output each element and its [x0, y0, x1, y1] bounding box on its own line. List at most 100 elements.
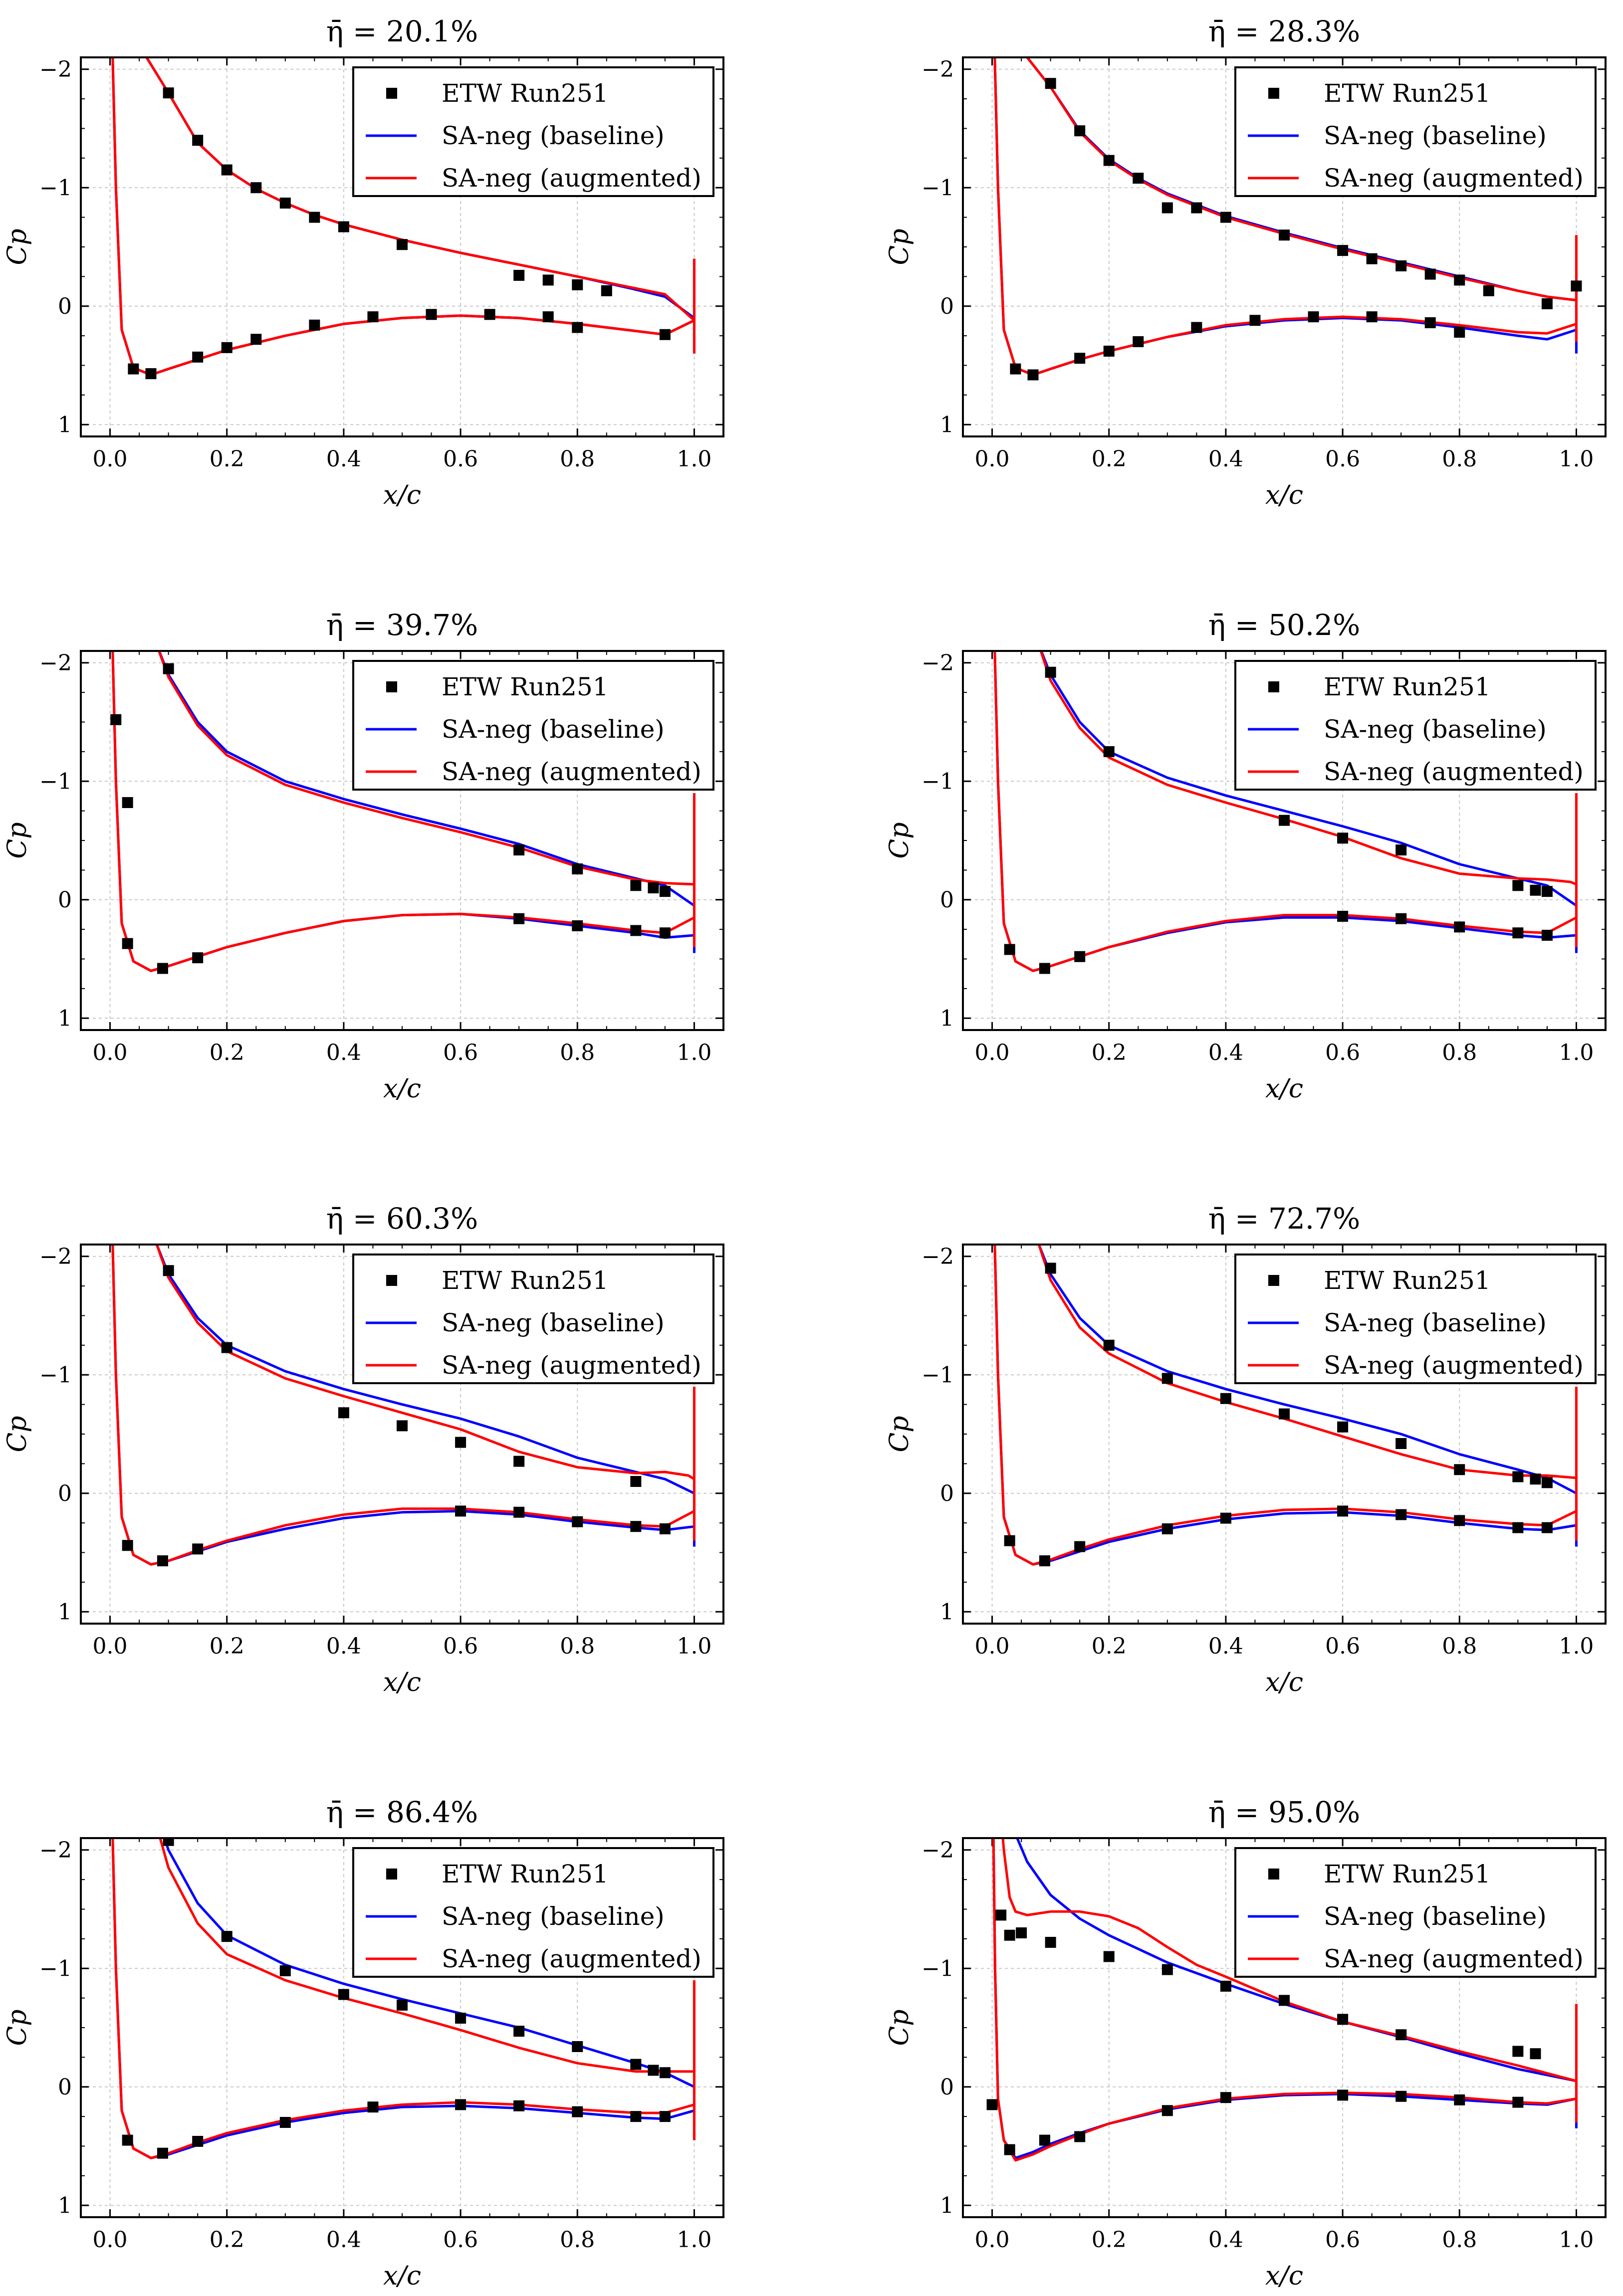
etw-data-point-upper — [1483, 285, 1494, 296]
etw-data-point-upper — [279, 198, 291, 209]
x-tick-label: 0.6 — [443, 1040, 478, 1065]
chart-panel-2: η̄ = 28.3% 0.0 0.2 0.4 0.6 0.8 1.0 −2 −1 0 1 x/c Cp E… — [885, 14, 1607, 510]
etw-data-point-upper — [513, 270, 525, 281]
y-tick-label: −1 — [39, 1362, 72, 1388]
panel-title: η̄ = 50.2% — [1208, 608, 1360, 642]
etw-data-point-upper — [1074, 125, 1086, 137]
legend-label-etw: ETW Run251 — [1324, 79, 1491, 108]
legend-label-augmented: SA-neg (augmented) — [442, 164, 701, 193]
etw-data-point-lower — [1039, 1555, 1050, 1567]
etw-data-point-upper — [1016, 1927, 1027, 1938]
legend-label-augmented: SA-neg (augmented) — [1324, 1351, 1584, 1380]
y-tick-label: 0 — [58, 2075, 72, 2100]
etw-data-point-lower — [630, 1521, 642, 1532]
etw-data-point-upper — [1103, 1951, 1115, 1962]
baseline-upper-surface-line — [163, 1838, 695, 2088]
y-tick-label: 1 — [940, 412, 954, 437]
panel-title: η̄ = 72.7% — [1208, 1202, 1360, 1236]
x-tick-label: 0.2 — [1092, 1634, 1127, 1659]
etw-data-point-lower — [572, 322, 583, 333]
legend-box — [1234, 1253, 1597, 1384]
etw-data-point-lower — [192, 351, 204, 363]
legend-marker-etw — [386, 681, 397, 692]
etw-data-point-upper — [122, 797, 133, 808]
etw-data-point-lower — [1103, 346, 1115, 357]
etw-data-point-lower — [128, 363, 139, 375]
etw-data-point-lower — [1010, 363, 1021, 375]
x-tick-label: 0.6 — [443, 2227, 478, 2253]
legend-box — [352, 1847, 714, 1978]
legend: ETW Run251 SA-neg (baseline) SA-neg (augme… — [352, 1847, 714, 1978]
etw-data-point-upper — [250, 182, 262, 194]
etw-data-point-lower — [157, 963, 168, 974]
etw-data-point-upper — [1541, 886, 1553, 897]
x-tick-label: 0.6 — [443, 446, 478, 472]
y-tick-label: 1 — [58, 1006, 72, 1031]
etw-data-point-lower — [572, 1516, 583, 1527]
etw-data-point-upper — [338, 1989, 349, 2000]
etw-data-point-lower — [157, 1555, 168, 1567]
etw-data-point-upper — [221, 164, 232, 176]
etw-data-point-lower — [455, 2099, 466, 2110]
x-axis-label: x/c — [1265, 1074, 1303, 1104]
etw-data-point-lower — [630, 925, 642, 936]
etw-data-point-lower — [1074, 353, 1086, 364]
x-tick-label: 0.0 — [975, 2227, 1010, 2253]
x-tick-label: 1.0 — [677, 1634, 711, 1659]
panel-title: η̄ = 39.7% — [326, 608, 478, 642]
etw-data-point-lower — [1395, 2090, 1407, 2102]
legend-label-baseline: SA-neg (baseline) — [442, 715, 665, 744]
etw-data-point-upper — [1541, 298, 1553, 309]
x-tick-label: 0.2 — [1092, 446, 1127, 472]
legend-label-etw: ETW Run251 — [442, 672, 609, 701]
legend-label-augmented: SA-neg (augmented) — [1324, 164, 1584, 193]
etw-data-point-upper — [1512, 880, 1524, 891]
etw-data-point-lower — [145, 368, 157, 380]
chart-panel-4: η̄ = 50.2% 0.0 0.2 0.4 0.6 0.8 1.0 −2 −1 0 1 x/c Cp E… — [885, 608, 1607, 1104]
etw-data-point-upper — [1395, 2029, 1407, 2041]
x-tick-label: 1.0 — [1559, 446, 1594, 472]
y-axis-label: Cp — [2, 2009, 32, 2046]
legend-label-augmented: SA-neg (augmented) — [442, 1944, 701, 1973]
panel-title: η̄ = 20.1% — [326, 14, 478, 48]
etw-data-point-upper — [1530, 1473, 1541, 1485]
legend-label-etw: ETW Run251 — [442, 79, 609, 108]
etw-data-point-upper — [1337, 833, 1349, 844]
baseline-upper-surface-line — [1016, 1838, 1577, 2083]
etw-data-point-upper — [1530, 884, 1541, 896]
etw-data-point-lower — [659, 2111, 671, 2122]
etw-data-point-upper — [1220, 211, 1231, 223]
etw-data-point-upper — [1045, 78, 1056, 89]
etw-data-point-upper — [1454, 1464, 1465, 1475]
legend-label-etw: ETW Run251 — [442, 1266, 609, 1295]
etw-data-point-upper — [1279, 1995, 1290, 2006]
x-axis-label: x/c — [383, 2261, 421, 2291]
etw-data-point-lower — [1541, 1522, 1553, 1533]
y-tick-label: 0 — [940, 2075, 954, 2100]
etw-data-point-lower — [1161, 2105, 1173, 2116]
plot-frame — [962, 1244, 1607, 1625]
legend: ETW Run251 SA-neg (baseline) SA-neg (augme… — [1234, 1253, 1597, 1384]
etw-data-point-upper — [1133, 173, 1144, 184]
etw-data-point-upper — [1454, 274, 1465, 286]
augmented-lower-surface-line — [993, 57, 1577, 376]
etw-data-point-upper — [397, 239, 408, 250]
y-tick-label: −2 — [39, 1838, 72, 1863]
x-tick-label: 0.0 — [93, 446, 128, 472]
etw-data-point-lower — [192, 2136, 204, 2147]
legend-marker-etw — [386, 1869, 397, 1879]
plot-frame — [80, 650, 724, 1031]
y-tick-label: 0 — [58, 294, 72, 319]
etw-data-point-upper — [1279, 229, 1290, 241]
y-axis-label: Cp — [885, 1416, 915, 1452]
x-tick-label: 0.4 — [1208, 1634, 1243, 1659]
x-tick-label: 0.8 — [560, 1634, 595, 1659]
etw-data-point-upper — [221, 1342, 232, 1353]
etw-data-point-upper — [513, 1456, 525, 1467]
etw-data-point-lower — [1074, 2131, 1086, 2142]
legend-label-baseline: SA-neg (baseline) — [442, 1902, 665, 1931]
etw-data-point-lower — [1454, 1515, 1465, 1526]
etw-data-point-upper — [163, 1838, 174, 1846]
legend: ETW Run251 SA-neg (baseline) SA-neg (augme… — [352, 660, 714, 791]
etw-data-point-upper — [572, 279, 583, 290]
